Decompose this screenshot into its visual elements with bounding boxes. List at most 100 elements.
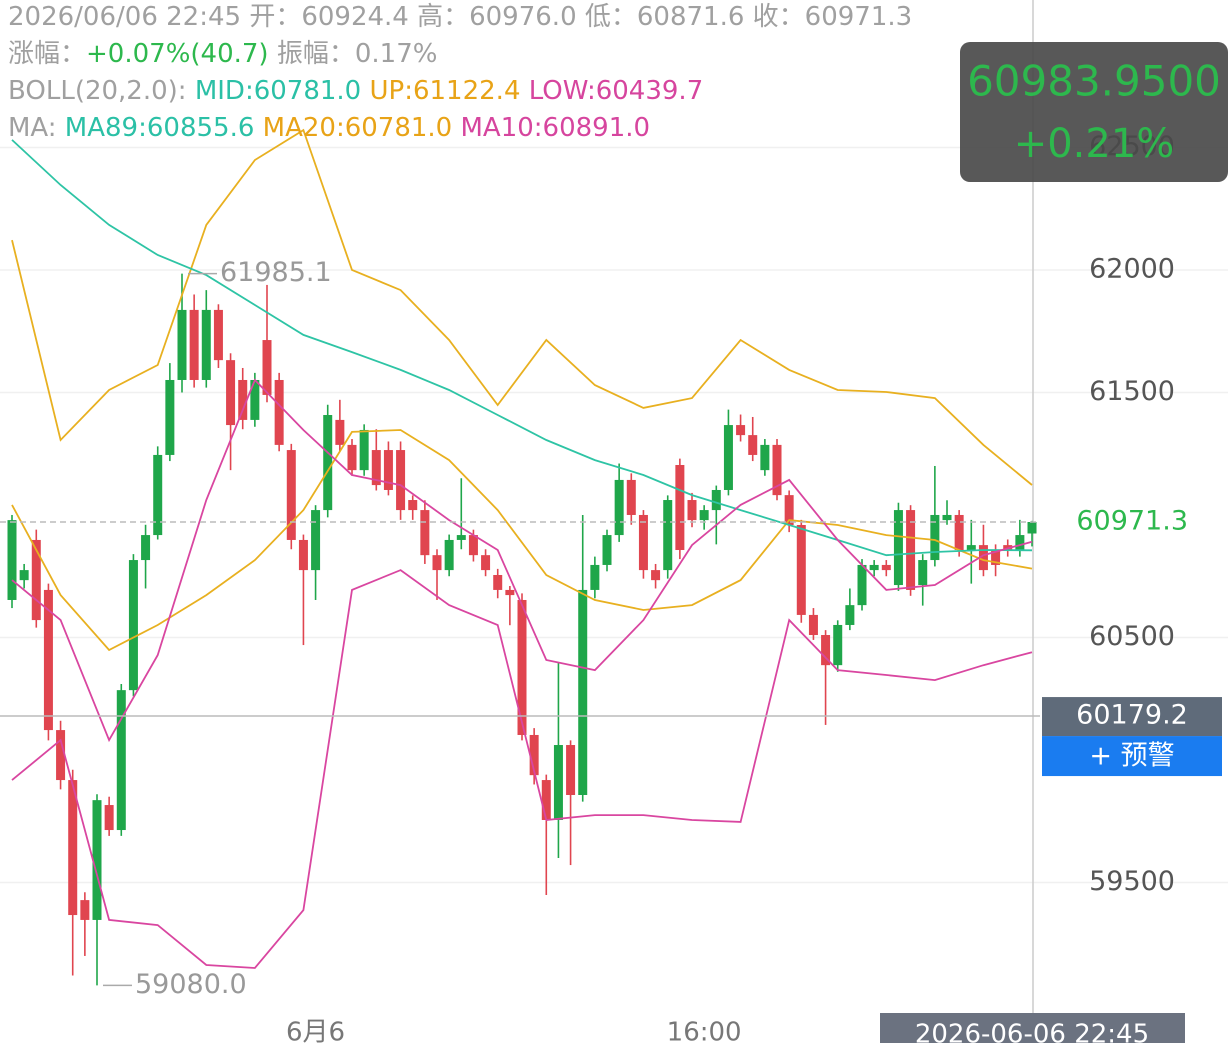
indicator-line [11,378,1033,743]
candle-body [821,635,831,666]
candle-body [141,535,151,561]
candle-body [311,510,321,571]
candle-body [493,574,503,590]
candle-body [7,520,17,600]
candle-body [104,805,114,831]
header-segment: MID:60781.0 [195,76,370,106]
candle-body [833,624,843,666]
x-tick-label: 6月6 [286,1018,345,1043]
candle-body [250,379,260,420]
candle-body [420,510,430,556]
candle-body [602,535,612,565]
crosshair-price: 60179.2 [1076,700,1188,731]
crosshair-time-box [880,1013,1185,1043]
candle-body [517,599,527,735]
candle-body [396,450,406,511]
candle-body [226,360,236,426]
candle-body [590,564,600,590]
candle-body [505,589,515,596]
candle-body [529,734,539,776]
y-tick-label: 62000 [1089,253,1175,284]
indicator-line [11,139,1033,557]
crosshair-time: 2026-06-06 22:45 [915,1020,1149,1043]
candle-body [966,545,976,551]
header-segment: MA: [8,113,65,143]
alert-button[interactable] [1042,736,1222,777]
candle-body [128,560,138,691]
candle-body [56,730,66,781]
indicator-line [11,429,1033,652]
candle-body [359,429,369,471]
header-segment: LOW:60439.7 [529,76,703,106]
header-line: 涨幅：+0.07%(40.7) 振幅：0.17% [8,39,437,69]
candle-body [481,555,491,571]
header-segment: BOLL(20,2.0): [8,76,195,106]
header-segment: 振幅：0.17% [269,39,438,69]
candle-body [614,479,624,536]
indicator-line [11,128,1033,486]
candle-body [675,464,685,551]
ticker-change: +0.21% [1014,121,1175,167]
candle-body [796,525,806,615]
header-segment: 涨幅： [8,39,86,69]
candle-body [638,514,648,571]
candle-body [456,535,466,540]
candle-body [323,415,333,511]
candle-body [1027,522,1037,534]
ticker-box [960,42,1228,182]
header-segment: 2026/06/06 22:45 开：60924.4 高：60976.0 低：6… [8,2,912,32]
candle-body [68,780,78,916]
last-price-label: 60971.3 [1076,506,1188,537]
candle-body [687,500,697,521]
ticker-price: 60983.9500 [967,57,1221,106]
candle-body [262,340,272,395]
candle-body [869,564,879,571]
candle-body [238,379,248,420]
alert-button-label[interactable]: + 预警 [1089,741,1174,772]
candle-body [699,510,709,521]
candle-body [845,605,855,625]
candle-body [408,500,418,511]
candle-body [651,570,661,581]
candle-body [165,379,175,455]
candle-body [942,514,952,521]
y-tick-label: 61500 [1089,376,1175,407]
candle-body [566,745,576,795]
candle-body [893,510,903,586]
candle-body [298,539,308,571]
candle-body [808,614,818,636]
candle-body [626,479,636,515]
candle-body [881,564,891,571]
candle-body [31,539,41,621]
candle-body [906,510,916,590]
crosshair-price-box [1042,697,1222,737]
candle-body [116,690,126,831]
candle-body [784,495,794,526]
candle-body [43,589,53,731]
header-line: MA: MA89:60855.6 MA20:60781.0 MA10:60891… [8,113,650,143]
candle-body [723,425,733,490]
y-tick-label: 60500 [1089,621,1175,652]
header-segment: UP:61122.4 [370,76,529,106]
candle-body [80,900,90,920]
x-tick-label: 16:00 [667,1018,742,1043]
candle-body [991,550,1001,565]
candle-body [468,535,478,556]
candle-body [19,570,29,581]
header-segment: MA20:60781.0 [263,113,461,143]
header-segment: +0.07%(40.7) [86,39,269,69]
candle-body [918,560,928,586]
candle-body [954,514,964,551]
candle-body [736,425,746,436]
candle-body [1015,535,1025,551]
candle-body [383,450,393,490]
header-segment: MA10:60891.0 [460,113,650,143]
candle-body [213,309,223,361]
candle-body [201,309,211,380]
candle-body [432,555,442,571]
candle-body [153,454,163,536]
candle-body [177,309,187,380]
candle-body [663,500,673,571]
